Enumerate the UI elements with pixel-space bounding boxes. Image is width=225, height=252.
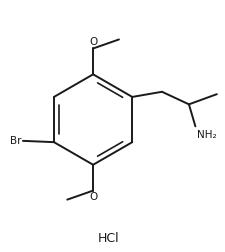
Text: HCl: HCl — [98, 232, 119, 245]
Text: O: O — [89, 192, 97, 202]
Text: O: O — [89, 37, 97, 47]
Text: Br: Br — [10, 136, 22, 146]
Text: NH₂: NH₂ — [197, 130, 216, 140]
